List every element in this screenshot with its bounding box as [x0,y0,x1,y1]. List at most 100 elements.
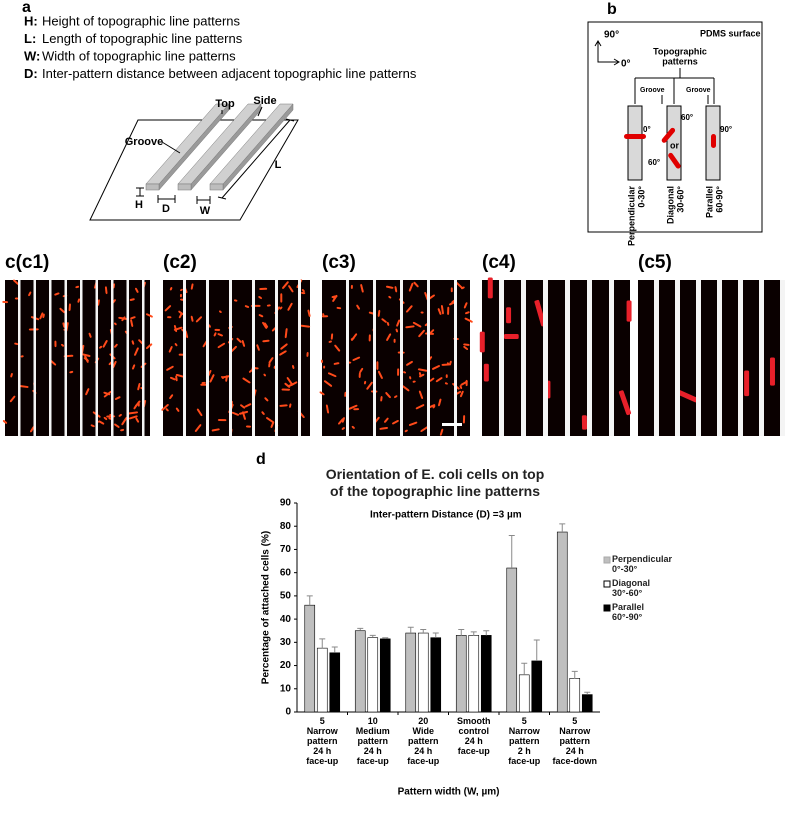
cell [179,293,182,298]
pattern-line [759,280,764,436]
cell [405,325,415,329]
cell [408,282,414,292]
cell [270,421,275,428]
cell [331,295,338,298]
y-tick-label: 10 [280,683,292,694]
cell [300,324,311,328]
cell [146,343,153,350]
cell [118,316,128,320]
panel-b-text: 60° [648,158,660,167]
cell [392,420,399,425]
y-tick-label: 60 [280,567,292,578]
cell [363,380,367,385]
cell [128,415,138,420]
y-tick-label: 30 [280,637,292,648]
cell [460,390,464,398]
panel-c-label: (c3) [322,252,356,273]
cell [39,312,44,320]
panel-b-text: Topographic [653,46,707,56]
pattern-line [183,280,186,436]
cell [217,342,226,349]
cell [286,377,293,386]
cell [233,299,238,302]
cell [378,370,383,379]
cell [323,365,326,369]
cell [359,367,364,374]
micrograph-bg [5,280,150,436]
cell [581,415,588,430]
pattern-line [142,280,145,436]
cell [238,410,249,415]
cell [626,300,632,322]
cell [14,342,19,346]
cell [351,333,358,341]
legend-swatch [603,556,611,564]
bar [556,531,568,713]
panel-b-text: PDMS surface [700,28,761,38]
error-bar [306,595,313,606]
panel-b-text: 0° [621,59,631,70]
pattern-strip [627,105,643,181]
cell [744,370,750,397]
pattern-line [95,280,98,436]
y-tick-label: 40 [280,614,292,625]
cell [213,332,217,337]
cell [465,311,470,315]
cell [417,368,428,372]
cell [221,376,224,379]
pattern-line [252,280,255,436]
cell [403,371,407,374]
micrograph [161,279,311,436]
cell [167,316,172,319]
cell [412,380,416,383]
error-bar [584,691,591,695]
cell [30,426,35,433]
y-tick-label: 20 [280,660,292,671]
cell [353,408,360,411]
cell [258,296,263,300]
pattern-line [206,280,209,436]
cell [438,398,442,407]
cell [376,361,379,370]
cell [415,404,425,410]
cell [379,427,389,430]
diagram-label: Side [253,95,276,107]
cell [263,373,266,377]
cell [432,365,440,370]
dimension-line [161,141,181,154]
cell [280,343,288,350]
cell [386,333,392,341]
error-bar [407,626,414,634]
x-tick-label: 20 Wide pattern 24 h face-up [407,716,440,766]
cell [711,134,716,148]
cell [385,285,394,289]
cell [99,345,103,349]
pattern-line [675,280,680,436]
cell [135,417,140,423]
cell [320,359,324,363]
x-tick-label: 5 Narrow pattern 24 h face-up [306,716,339,766]
micrograph-bg [163,280,310,436]
cell [169,376,176,381]
cell [50,360,57,366]
cell [106,415,116,418]
cell [394,286,398,293]
cell [164,305,172,312]
cell [333,362,340,365]
x-tick-label: 5 Narrow pattern 24 h face-down [552,716,597,766]
panel-b-text: 0° [643,125,651,134]
cell [366,381,373,390]
column-range: 60-90° [714,186,724,213]
column-name: Parallel [704,186,714,218]
legend-swatch [603,604,611,612]
panel-b-text: patterns [662,56,698,66]
cell [284,328,288,339]
cell [384,417,389,423]
cell [279,350,287,356]
panel-b-text: or [670,140,679,150]
cell [114,343,118,348]
cell [244,305,250,308]
panel-b-text: 90° [720,125,732,134]
cell [134,347,139,356]
cell [449,360,452,365]
